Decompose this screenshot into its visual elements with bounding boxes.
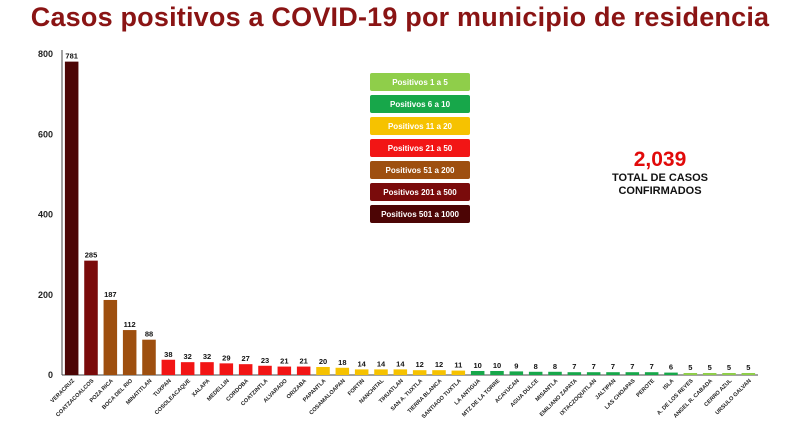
bar: [374, 369, 388, 375]
bar-value-label: 38: [164, 350, 172, 359]
legend-item-501-1000: Positivos 501 a 1000: [370, 205, 470, 223]
bar-value-label: 7: [611, 362, 615, 371]
y-tick-label: 200: [38, 290, 53, 300]
x-tick-label: URSULO GALVAN: [715, 378, 753, 416]
bar-value-label: 5: [746, 363, 750, 372]
bar-value-label: 21: [299, 357, 307, 366]
legend-item-6-10: Positivos 6 a 10: [370, 95, 470, 113]
total-summary: 2,039 TOTAL DE CASOS CONFIRMADOS: [580, 148, 740, 198]
x-tick-label: COSAMALOAPAN: [309, 378, 347, 416]
bar: [586, 372, 601, 375]
bar-value-label: 23: [261, 356, 269, 365]
total-cases-value: 2,039: [633, 148, 687, 171]
bar-value-label: 18: [338, 358, 346, 367]
bar-value-label: 5: [688, 363, 692, 372]
bar: [161, 359, 176, 375]
legend-item-201-500: Positivos 201 a 500: [370, 183, 470, 201]
bar-value-label: 7: [650, 362, 654, 371]
bar: [567, 372, 582, 375]
bar-value-label: 8: [553, 362, 557, 371]
bar: [122, 330, 137, 375]
bar: [664, 372, 678, 375]
bar-value-label: 7: [630, 362, 634, 371]
x-tick-label: COSOLEACAQUE: [154, 378, 192, 416]
bar-value-label: 14: [357, 359, 366, 368]
bar-value-label: 11: [454, 361, 462, 370]
bar-value-label: 7: [592, 362, 596, 371]
y-tick-label: 400: [38, 210, 53, 220]
bar-value-label: 285: [85, 251, 98, 260]
bar-value-label: 5: [727, 363, 731, 372]
bar-value-label: 14: [396, 359, 405, 368]
bar-value-label: 6: [669, 363, 673, 372]
bar: [625, 372, 640, 375]
bar: [470, 370, 485, 375]
bar: [64, 61, 79, 375]
bar: [528, 371, 543, 375]
legend-item-51-200: Positivos 51 a 200: [370, 161, 470, 179]
bar: [722, 372, 736, 375]
legend-item-11-20: Positivos 11 a 20: [370, 117, 470, 135]
bar: [451, 370, 466, 375]
bar-value-label: 187: [104, 290, 117, 299]
bar: [702, 372, 717, 375]
bar-value-label: 29: [222, 353, 230, 362]
x-tick-label: A. DE LOS REYES: [656, 378, 695, 417]
bar-value-label: 20: [319, 357, 327, 366]
bar: [412, 370, 427, 375]
total-cases-label: TOTAL DE CASOS CONFIRMADOS: [612, 172, 708, 197]
bar: [644, 372, 659, 375]
legend-item-21-50: Positivos 21 a 50: [370, 139, 470, 157]
bar: [142, 339, 156, 375]
chart-title: Casos positivos a COVID-19 por municipio…: [30, 2, 770, 32]
bar: [354, 369, 369, 375]
bar: [200, 362, 214, 375]
bar: [393, 369, 408, 375]
bar: [335, 367, 350, 375]
y-tick-label: 0: [48, 370, 53, 380]
bar-value-label: 112: [124, 320, 136, 329]
bar-value-label: 32: [203, 352, 211, 361]
bar: [490, 370, 504, 375]
bar-value-label: 88: [145, 330, 153, 339]
bar-value-label: 14: [377, 359, 386, 368]
bar: [548, 371, 562, 375]
x-tick-label: TIERRA BLANCA: [407, 378, 444, 415]
bar-value-label: 8: [534, 362, 538, 371]
bar: [84, 260, 98, 375]
bar-value-label: 9: [514, 361, 518, 370]
y-tick-label: 800: [38, 49, 53, 59]
bar: [316, 366, 330, 375]
bar-value-label: 32: [183, 352, 191, 361]
bar: [606, 372, 620, 375]
bar: [741, 372, 756, 375]
bar: [509, 371, 524, 375]
x-tick-label: IXTACZOQUITLAN: [559, 378, 598, 417]
bar: [683, 372, 698, 375]
legend: Positivos 1 a 5 Positivos 6 a 10 Positiv…: [370, 73, 470, 227]
bar-value-label: 21: [280, 357, 288, 366]
x-tick-label: FORTIN: [347, 378, 366, 397]
bar: [258, 365, 272, 375]
bar: [277, 366, 292, 375]
legend-item-1-5: Positivos 1 a 5: [370, 73, 470, 91]
bar: [296, 366, 311, 375]
x-tick-label: PEROTE: [636, 378, 657, 399]
bar: [180, 362, 195, 375]
bar: [238, 364, 253, 375]
bar-value-label: 10: [473, 361, 481, 370]
bar-value-label: 12: [435, 360, 443, 369]
x-tick-label: ISLA: [662, 378, 675, 391]
bar-value-label: 7: [572, 362, 576, 371]
bar: [432, 370, 446, 375]
bar-value-label: 12: [415, 360, 423, 369]
bar: [103, 299, 118, 375]
bar-value-label: 5: [708, 363, 712, 372]
y-tick-label: 600: [38, 129, 53, 139]
bar: [219, 363, 234, 375]
bar-value-label: 10: [493, 361, 501, 370]
bar-value-label: 27: [241, 354, 249, 363]
bar-value-label: 781: [65, 52, 78, 61]
